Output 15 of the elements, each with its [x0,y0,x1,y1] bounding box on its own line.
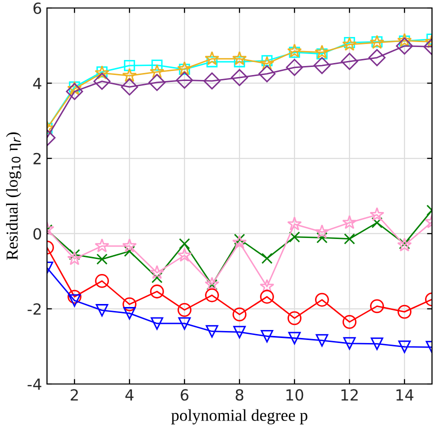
x-tick-label: 6 [180,389,188,401]
x-axis-title: polynomial degree p [171,409,308,424]
y-tick-label: 4 [33,78,42,90]
y-tick-label: -4 [28,378,42,390]
y-tick-label: 0 [33,228,42,240]
x-tick-label: 8 [236,389,244,401]
x-tick-label: 2 [70,389,78,400]
x-tick-label: 12 [341,389,358,400]
x-tick-label: 4 [125,389,134,400]
y-tick-label: -2 [28,303,41,315]
y-tick-label: 6 [33,2,42,14]
x-tick-label: 14 [396,389,414,400]
y-axis-title: Residual (log$_{10}$ η$_{r}$) [6,132,22,260]
y-tick-label: 2 [34,152,41,164]
x-tick-label: 10 [286,389,304,401]
